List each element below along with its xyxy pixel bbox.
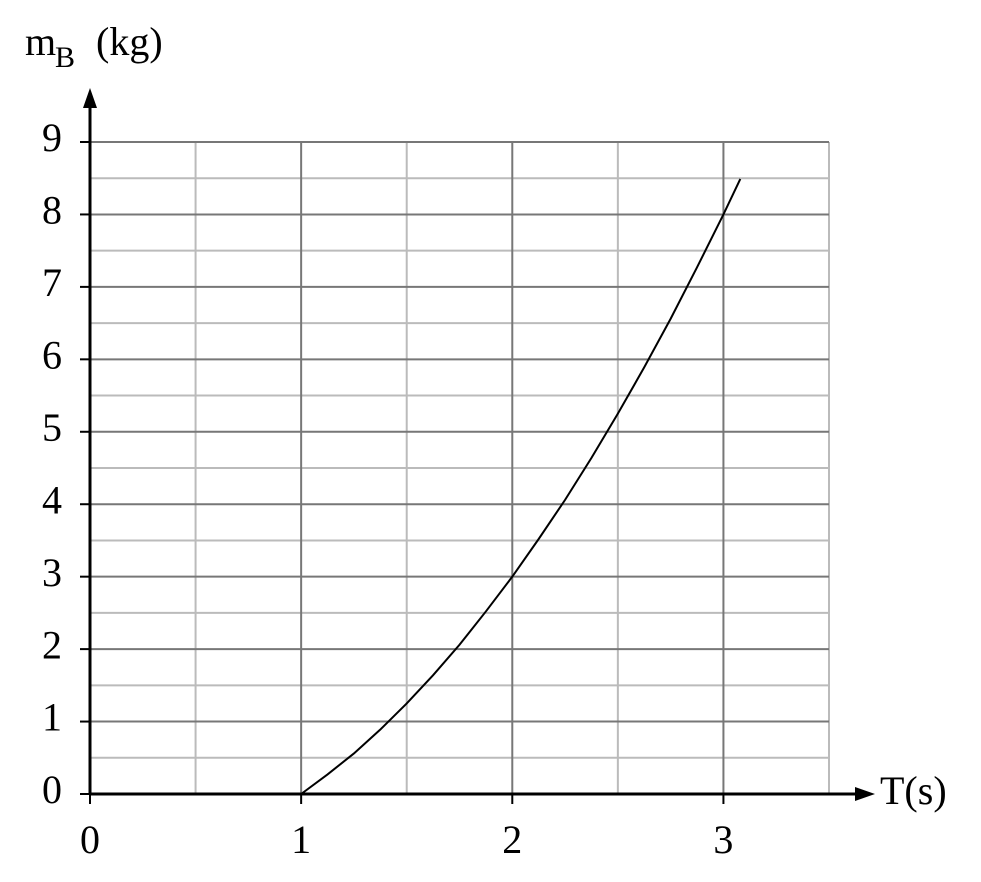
y-axis-label: m [25,19,56,64]
x-axis-label: T(s) [880,768,947,813]
y-tick-label: 6 [42,333,62,378]
plot [300,178,742,795]
y-tick-label: 5 [42,405,62,450]
y-tick-label: 9 [42,115,62,160]
y-tick-label: 3 [42,550,62,595]
y-tick-label: 8 [42,188,62,233]
data-line [300,178,742,795]
y-tick-label: 0 [42,767,62,812]
y-tick-label: 4 [42,477,62,522]
y-tick-label: 2 [42,622,62,667]
y-tick-label: 7 [42,260,62,305]
grid [89,141,830,795]
y-tick-label: 1 [42,695,62,740]
y-axis-arrow [83,88,97,108]
y-axis-label-subscript: B [55,41,75,74]
x-tick-label: 1 [291,817,311,862]
x-axis-arrow [855,787,875,801]
x-tick-label: 2 [502,817,522,862]
x-tick-label: 3 [713,817,733,862]
y-axis-unit: (kg) [96,19,163,64]
x-tick-label: 0 [80,817,100,862]
